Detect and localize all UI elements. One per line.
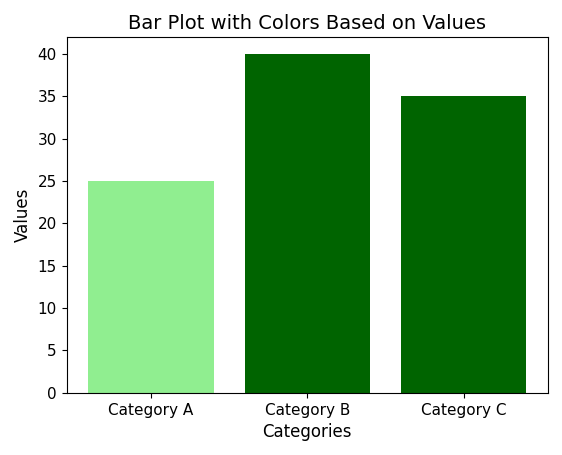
Bar — [401, 96, 526, 393]
X-axis label: Categories: Categories — [262, 423, 352, 441]
Y-axis label: Values: Values — [14, 188, 32, 242]
Bar — [88, 181, 214, 393]
Bar — [245, 54, 370, 393]
Title: Bar Plot with Colors Based on Values: Bar Plot with Colors Based on Values — [128, 14, 486, 33]
